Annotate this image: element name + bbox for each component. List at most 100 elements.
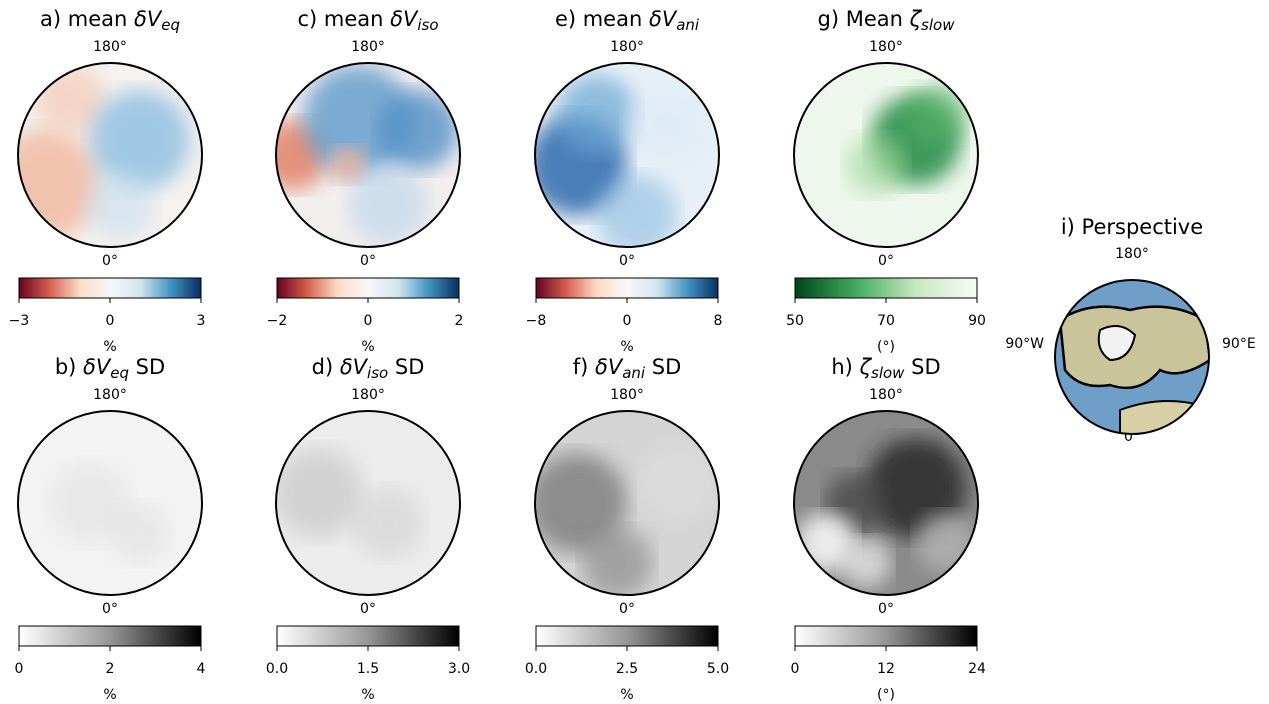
top-label: 180° bbox=[351, 39, 385, 55]
map-region bbox=[353, 488, 423, 558]
title-symbol: δV bbox=[134, 7, 163, 31]
title-subscript: slow bbox=[871, 364, 905, 382]
map-region bbox=[906, 85, 966, 145]
tick-label: 2.5 bbox=[616, 661, 638, 677]
top-label: 180° bbox=[93, 39, 127, 55]
bottom-label: 0° bbox=[102, 253, 118, 269]
map-region bbox=[846, 135, 906, 195]
title-prefix: g) Mean bbox=[818, 7, 910, 31]
map-region bbox=[627, 85, 707, 165]
panel-title: b) δVeq SD bbox=[55, 355, 165, 382]
colorbar bbox=[795, 278, 977, 298]
panel-title: h) ζslow SD bbox=[831, 355, 940, 382]
bottom-label: 0° bbox=[360, 253, 376, 269]
title-prefix: f) bbox=[573, 355, 595, 379]
map-region bbox=[557, 75, 637, 155]
tick-label: 50 bbox=[786, 313, 804, 329]
title-symbol: δV bbox=[595, 355, 624, 379]
tick-label: 24 bbox=[968, 661, 986, 677]
tick-label: 0 bbox=[106, 313, 115, 329]
title-subscript: slow bbox=[921, 16, 955, 34]
top-label: 180° bbox=[869, 39, 903, 55]
title-subscript: iso bbox=[417, 16, 438, 34]
tick-label: 2 bbox=[106, 661, 115, 677]
map bbox=[0, 63, 202, 247]
top-label: 180° bbox=[610, 387, 644, 403]
title-symbol: δV bbox=[340, 355, 369, 379]
title-symbol: δV bbox=[390, 7, 419, 31]
title-suffix: SD bbox=[388, 355, 424, 379]
tick-label: 0.0 bbox=[266, 661, 288, 677]
colorbar-unit: (°) bbox=[877, 687, 895, 703]
top-label: 180° bbox=[1115, 246, 1149, 262]
map-panel: d) δViso SD180°0°0.01.53.0% bbox=[266, 355, 470, 703]
top-label: 180° bbox=[93, 387, 127, 403]
top-label: 180° bbox=[351, 387, 385, 403]
panel-title: a) mean δVeq bbox=[40, 7, 180, 34]
tick-label: 4 bbox=[197, 661, 206, 677]
tick-label: 3 bbox=[197, 313, 206, 329]
panel-title: i) Perspective bbox=[1061, 215, 1203, 239]
colorbar bbox=[536, 278, 718, 298]
colorbar-unit: (°) bbox=[877, 339, 895, 355]
right-label: 90°E bbox=[1222, 336, 1256, 352]
bottom-label: 0° bbox=[619, 601, 635, 617]
tick-label: −3 bbox=[9, 313, 30, 329]
tick-label: 5.0 bbox=[707, 661, 729, 677]
colorbar bbox=[19, 278, 201, 298]
bottom-label: 0° bbox=[102, 601, 118, 617]
figure: i) Perspective 180° 0° 90°W 90°E a) mean… bbox=[0, 0, 1269, 704]
title-subscript: iso bbox=[367, 364, 388, 382]
tick-label: 0 bbox=[364, 313, 373, 329]
tick-label: 1.5 bbox=[357, 661, 379, 677]
colorbar bbox=[536, 626, 718, 646]
bottom-label: 0° bbox=[878, 601, 894, 617]
tick-label: 90 bbox=[968, 313, 986, 329]
title-subscript: ani bbox=[622, 364, 646, 382]
colorbar-unit: % bbox=[103, 339, 116, 355]
colorbar bbox=[795, 626, 977, 646]
title-symbol: δV bbox=[83, 355, 112, 379]
title-suffix: SD bbox=[645, 355, 681, 379]
tick-label: 8 bbox=[714, 313, 723, 329]
map-region bbox=[85, 170, 155, 240]
map-panel: c) mean δViso180°0°−202% bbox=[258, 7, 463, 355]
map bbox=[258, 63, 460, 247]
panel-title: d) δViso SD bbox=[312, 355, 425, 382]
map-panel: h) ζslow SD180°0°01224(°) bbox=[791, 355, 986, 703]
title-subscript: ani bbox=[676, 16, 700, 34]
title-subscript: eq bbox=[161, 16, 180, 34]
panel-title: f) δVani SD bbox=[573, 355, 682, 382]
title-prefix: e) mean bbox=[555, 7, 649, 31]
colorbar-unit: % bbox=[620, 687, 633, 703]
tick-label: −8 bbox=[526, 313, 547, 329]
map-region bbox=[841, 538, 891, 588]
title-symbol: δV bbox=[649, 7, 678, 31]
top-label: 180° bbox=[869, 387, 903, 403]
map-panel: b) δVeq SD180°0°024% bbox=[15, 355, 206, 703]
title-prefix: c) mean bbox=[297, 7, 390, 31]
title-suffix: SD bbox=[129, 355, 165, 379]
bottom-label: 0° bbox=[360, 601, 376, 617]
map-region bbox=[378, 90, 458, 170]
colorbar-unit: % bbox=[103, 687, 116, 703]
title-prefix: d) bbox=[312, 355, 340, 379]
top-label: 180° bbox=[610, 39, 644, 55]
perspective-panel: i) Perspective 180° 0° 90°W 90°E bbox=[1005, 215, 1255, 445]
title-prefix: h) bbox=[831, 355, 859, 379]
title-suffix: SD bbox=[904, 355, 940, 379]
map-panel: a) mean δVeq 180° 0° −3 0 3% bbox=[0, 7, 205, 355]
panel-title: e) mean δVani bbox=[555, 7, 700, 34]
title-subscript: eq bbox=[110, 364, 129, 382]
colorbar-unit: % bbox=[361, 339, 374, 355]
globe bbox=[1050, 275, 1220, 440]
tick-label: −2 bbox=[267, 313, 288, 329]
panel-title: g) Mean ζslow bbox=[818, 7, 956, 34]
title-prefix: b) bbox=[55, 355, 83, 379]
colorbar-unit: % bbox=[361, 687, 374, 703]
bottom-label: 0° bbox=[878, 253, 894, 269]
panel-title: c) mean δViso bbox=[297, 7, 438, 34]
